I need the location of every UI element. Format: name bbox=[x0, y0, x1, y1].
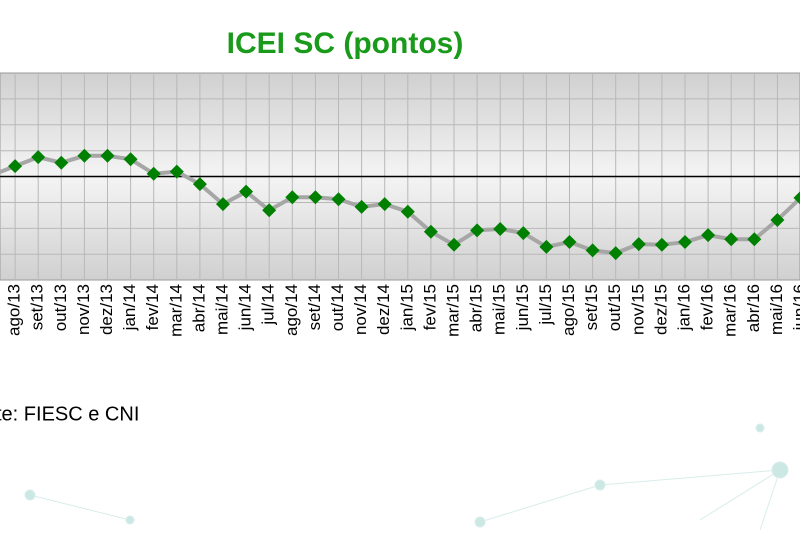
x-tick-label: ago/13 bbox=[5, 284, 24, 336]
data-point bbox=[747, 232, 762, 247]
x-tick-label: jul/15 bbox=[536, 284, 555, 326]
x-tick-label: out/13 bbox=[51, 284, 70, 331]
x-tick-label: out/15 bbox=[605, 284, 624, 331]
decoration bbox=[24, 423, 789, 531]
x-tick-label: nov/15 bbox=[628, 284, 647, 335]
data-point bbox=[8, 159, 23, 174]
data-point bbox=[216, 197, 230, 212]
data-point bbox=[377, 197, 392, 212]
data-point bbox=[54, 155, 69, 170]
data-point bbox=[192, 177, 207, 192]
x-tick-label: jan/14 bbox=[120, 284, 139, 331]
data-point bbox=[539, 239, 554, 254]
data-point bbox=[354, 199, 369, 214]
x-tick-label: jul/14 bbox=[259, 284, 278, 326]
data-point bbox=[285, 190, 300, 205]
data-point bbox=[308, 190, 323, 205]
data-point bbox=[77, 148, 92, 163]
data-point bbox=[770, 212, 785, 227]
data-point bbox=[608, 246, 623, 261]
data-point bbox=[400, 204, 415, 219]
x-tick-label: fev/16 bbox=[698, 284, 717, 330]
x-tick-label: out/14 bbox=[328, 284, 347, 331]
data-point bbox=[447, 237, 461, 252]
x-tick-label: dez/15 bbox=[651, 284, 670, 335]
data-point bbox=[678, 235, 692, 250]
x-tick-label: jun/14 bbox=[236, 284, 255, 331]
data-point bbox=[654, 237, 669, 252]
x-tick-label: set/14 bbox=[305, 284, 324, 330]
data-point bbox=[493, 221, 508, 236]
data-point bbox=[516, 226, 531, 241]
x-tick-label: dez/14 bbox=[374, 284, 393, 335]
data-point bbox=[701, 228, 716, 243]
x-tick-label: abr/14 bbox=[189, 284, 208, 332]
x-tick-label: abr/16 bbox=[744, 284, 763, 332]
x-tick-label: mai/16 bbox=[767, 284, 786, 335]
data-point bbox=[31, 150, 46, 165]
x-tick-label: ago/14 bbox=[282, 284, 301, 336]
x-tick-label: ago/15 bbox=[559, 284, 578, 336]
x-tick-label: mar/16 bbox=[721, 284, 740, 337]
data-point bbox=[239, 184, 254, 199]
data-point bbox=[470, 223, 485, 238]
data-point bbox=[169, 164, 184, 179]
x-tick-label: jun/16 bbox=[790, 284, 800, 331]
x-tick-label: dez/13 bbox=[97, 284, 116, 335]
data-point bbox=[123, 152, 138, 167]
x-tick-label: set/13 bbox=[28, 284, 47, 330]
x-tick-label: mar/15 bbox=[443, 284, 462, 337]
data-point bbox=[793, 191, 800, 205]
chart-title: ICEI SC (pontos) bbox=[227, 27, 464, 60]
x-tick-label: jun/15 bbox=[513, 284, 532, 331]
data-point bbox=[331, 192, 346, 207]
data-point bbox=[262, 203, 277, 218]
data-point bbox=[724, 232, 739, 247]
x-tick-label: jan/15 bbox=[397, 284, 416, 331]
data-point bbox=[146, 166, 161, 181]
data-point bbox=[631, 237, 646, 252]
data-point bbox=[562, 235, 577, 250]
x-tick-label: mai/15 bbox=[490, 284, 509, 335]
data-point bbox=[585, 243, 600, 258]
x-tick-label: set/15 bbox=[582, 284, 601, 330]
x-tick-label: mar/14 bbox=[166, 284, 185, 337]
x-tick-label: fev/14 bbox=[143, 284, 162, 330]
x-tick-label: abr/15 bbox=[467, 284, 486, 332]
x-tick-label: fev/15 bbox=[420, 284, 439, 330]
x-tick-label: jan/16 bbox=[674, 284, 693, 331]
x-tick-label: nov/14 bbox=[351, 284, 370, 335]
x-tick-label: mai/14 bbox=[212, 284, 231, 335]
source-note: te: FIESC e CNI bbox=[0, 403, 139, 425]
data-point bbox=[100, 148, 115, 163]
data-point bbox=[423, 224, 438, 239]
x-tick-label: nov/13 bbox=[74, 284, 93, 335]
